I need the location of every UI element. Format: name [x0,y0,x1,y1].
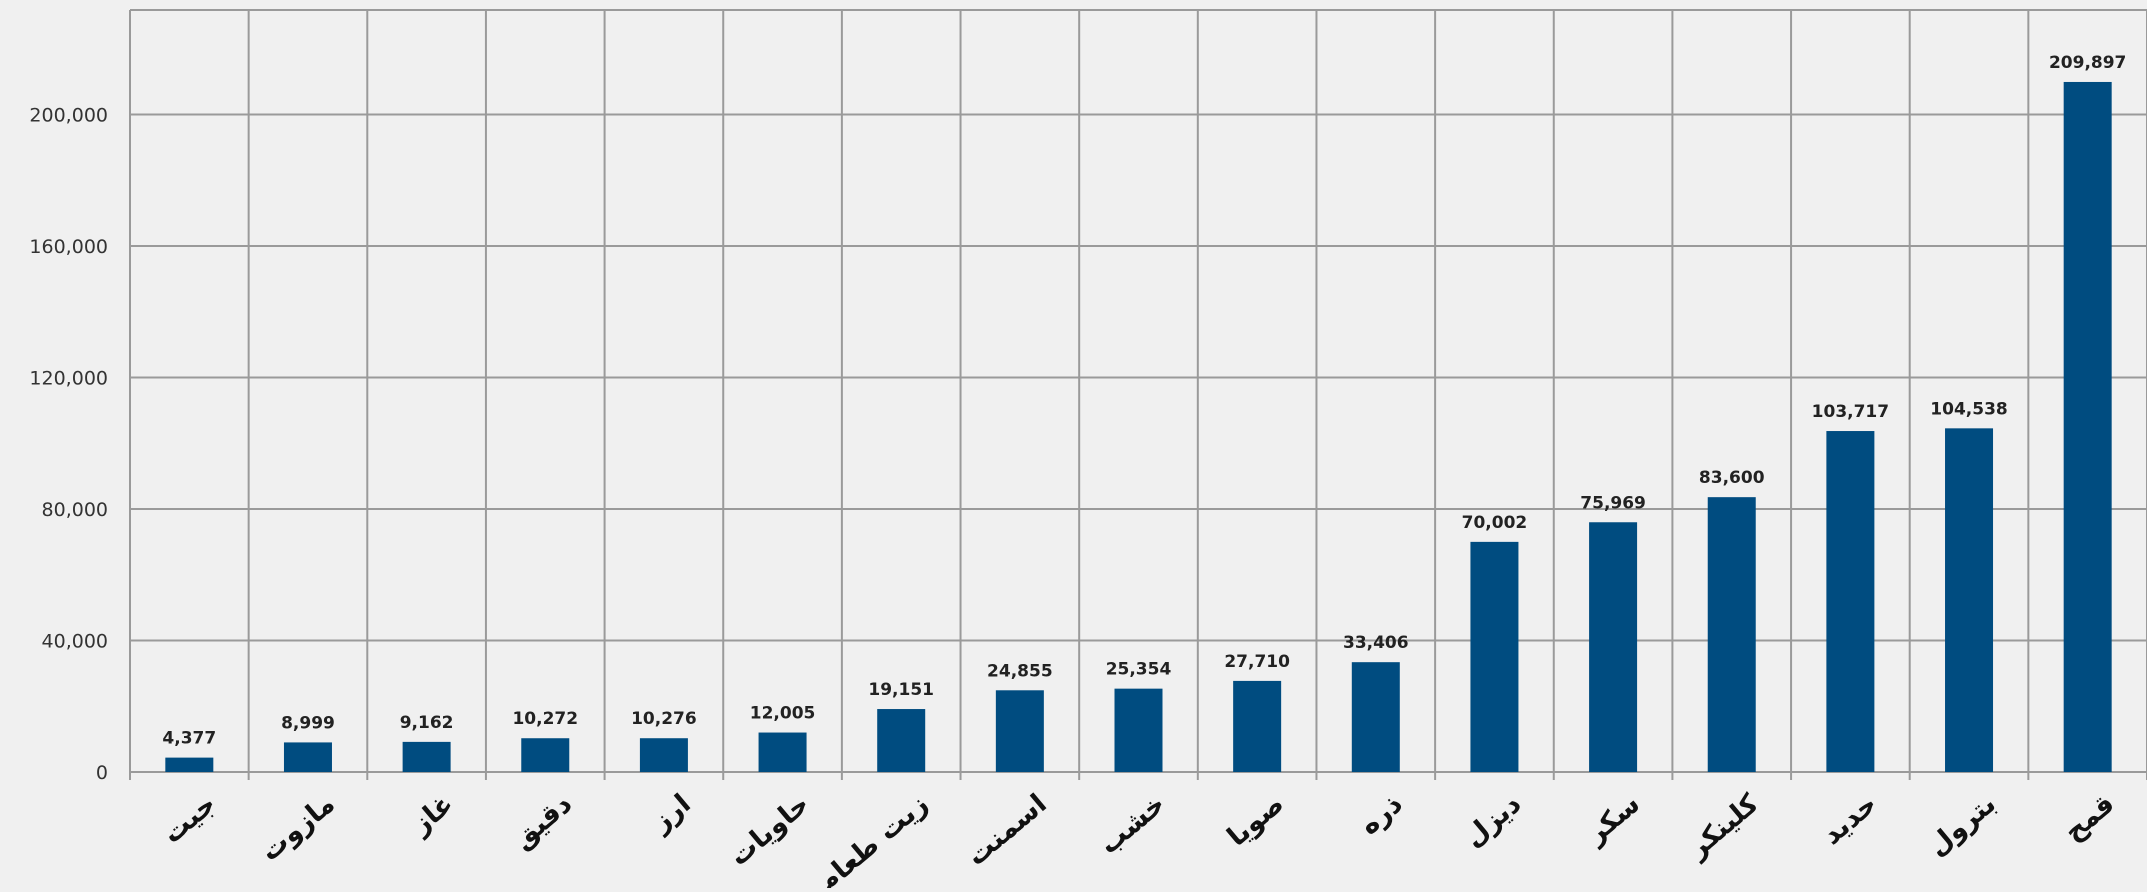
bar-data-label: 10,272 [512,709,578,729]
bar [1351,662,1400,772]
bar-data-label: 209,897 [2049,53,2126,73]
y-tick-label: 0 [96,762,108,784]
bar-data-label: 83,600 [1699,468,1765,488]
bar-data-label: 25,354 [1106,660,1172,680]
bars [165,81,2112,772]
bar-data-label: 19,151 [868,680,934,700]
bar [1826,431,1875,772]
bar-data-label: 10,276 [631,709,697,729]
bar-data-label: 12,005 [750,704,816,724]
bar-data-label: 8,999 [281,713,335,733]
bar [2063,81,2112,772]
bar [165,757,214,772]
bar [995,690,1044,772]
bar [1114,688,1163,772]
data-labels: 4,377 8,999 9,162 10,272 10,276 12,005 19,151 2… [162,53,2126,749]
bar [877,709,926,772]
bar [402,741,451,772]
y-tick-label: 80,000 [42,499,108,521]
bar-data-label: 24,855 [987,661,1053,681]
y-tick-label: 200,000 [29,105,108,127]
bar [758,732,807,772]
y-tick-label: 40,000 [42,631,108,653]
bar-data-label: 75,969 [1580,493,1646,513]
y-axis-tick-labels: 0 40,000 80,000 120,000 160,000 200,000 [29,105,108,785]
bar [1233,680,1282,772]
bar [1945,428,1994,772]
bar-data-label: 33,406 [1343,633,1409,653]
bar-data-label: 70,002 [1462,513,1528,533]
bar-data-label: 103,717 [1812,402,1889,422]
bar-data-label: 9,162 [400,713,454,733]
bar [1589,522,1638,772]
bar [639,738,688,772]
bar [283,742,332,772]
y-tick-label: 160,000 [29,236,108,258]
grid-lines [129,9,2147,780]
bar [521,738,570,772]
bar-data-label: 104,538 [1930,399,2007,419]
y-tick-label: 120,000 [29,368,108,390]
bar-data-label: 4,377 [162,729,216,749]
bar [1470,541,1519,772]
bar-data-label: 27,710 [1224,652,1290,672]
bar [1707,497,1756,772]
